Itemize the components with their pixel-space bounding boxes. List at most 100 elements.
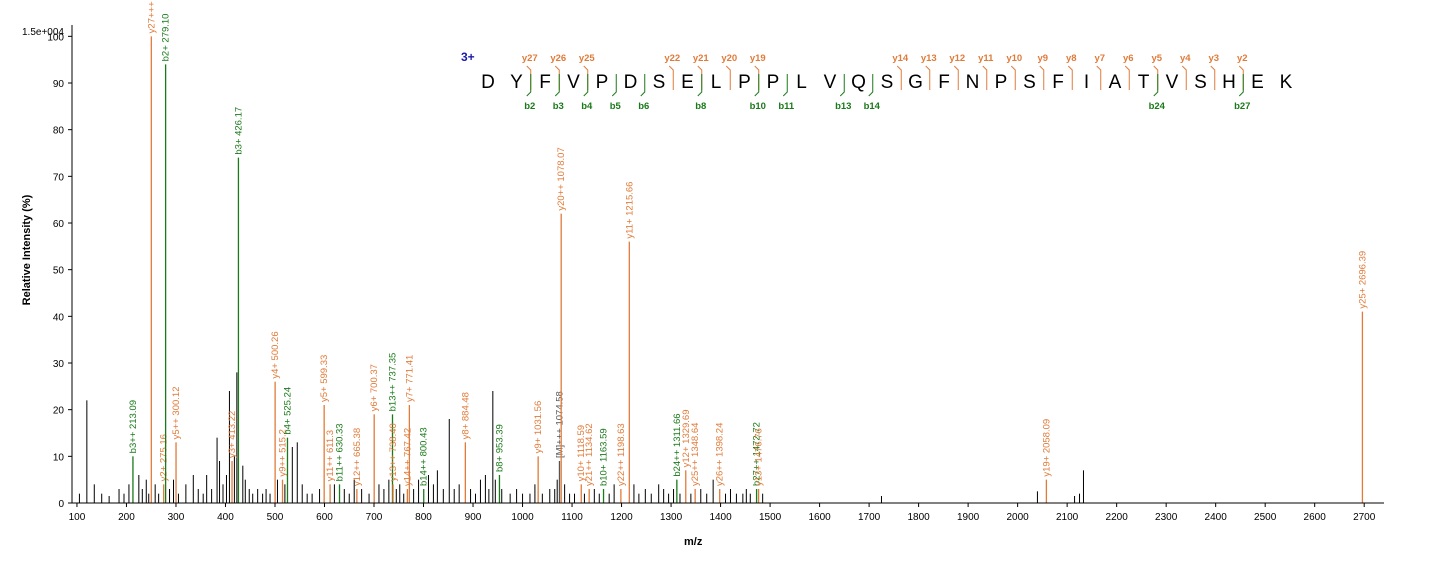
residue: S (1023, 72, 1036, 93)
residue: Y (510, 72, 523, 93)
y-ion-bracket (1181, 65, 1187, 90)
residue: I (1084, 72, 1089, 93)
residue: P (767, 72, 780, 93)
peak-label: y11+ 1215.66 (624, 182, 635, 239)
peak-label: b14++ 800.43 (419, 427, 430, 486)
peak-label: y5+ 599.33 (319, 355, 330, 402)
residue: S (881, 72, 894, 93)
residue: A (1109, 72, 1122, 93)
y-ion-bracket (668, 65, 674, 90)
b-ion-label: b5 (610, 101, 622, 112)
y-tick-label: 80 (53, 126, 65, 137)
residue: V (567, 72, 580, 93)
scale-label: 1.5e+004 (22, 27, 64, 38)
peak-label: y6+ 700.37 (369, 364, 380, 411)
x-tick-label: 700 (366, 512, 383, 523)
y-ion-bracket (925, 65, 931, 90)
peak-label: y12+ 1329.69 (681, 409, 692, 467)
x-axis-title: m/z (684, 536, 703, 548)
peak-label: y20++ 1078.07 (556, 147, 567, 210)
x-tick-label: 1400 (709, 512, 732, 523)
x-tick-label: 1300 (660, 512, 683, 523)
y-ion-bracket (953, 65, 959, 90)
b-ion-bracket (526, 74, 532, 97)
b-ion-label: b11 (778, 101, 795, 112)
x-tick-label: 300 (168, 512, 185, 523)
y-tick-label: 100 (47, 32, 64, 43)
y-ion-bracket (1238, 65, 1244, 90)
residue: D (481, 72, 495, 93)
peak-label: b10+ 1163.59 (599, 428, 610, 486)
y-ion-label: y9 (1037, 53, 1048, 64)
y-ion-label: y8 (1066, 53, 1077, 64)
y-tick-label: 20 (53, 406, 65, 417)
y-ion-label: y27 (522, 53, 538, 64)
residue: E (1251, 72, 1264, 93)
peak-label: b4+ 525.24 (282, 387, 293, 435)
y-ion-bracket (754, 65, 760, 90)
residue: F (1052, 72, 1064, 93)
y-ion-label: y12 (949, 53, 965, 64)
y-ion-bracket (725, 65, 731, 90)
y-axis-title: Relative Intensity (%) (21, 194, 33, 305)
y-ion-label: y7 (1094, 53, 1105, 64)
y-ion-label: y13 (921, 53, 937, 64)
y-ion-bracket (1153, 65, 1159, 90)
y-ion-label: y25 (579, 53, 596, 64)
x-tick-label: 1100 (561, 512, 583, 523)
y-tick-label: 70 (53, 172, 65, 183)
residue: L (711, 72, 722, 93)
b-ion-label: b6 (638, 101, 649, 112)
peak-label: b11++ 630.33 (335, 423, 346, 481)
y-ion-bracket (697, 65, 703, 90)
x-tick-label: 2600 (1304, 512, 1327, 523)
x-tick-label: 1000 (511, 512, 534, 523)
y-ion-bracket (896, 65, 902, 90)
residue: S (1194, 72, 1207, 93)
y-ion-label: y3 (1208, 53, 1219, 64)
x-tick-label: 900 (465, 512, 482, 523)
b-ion-label: b2 (524, 101, 535, 112)
x-tick-label: 100 (69, 512, 86, 523)
peak-label: y11++ 611.3 (325, 430, 336, 481)
x-tick-label: 500 (267, 512, 284, 523)
peak-label: y9+ 1031.56 (533, 401, 544, 454)
peak-label: y25++ 1348.64 (690, 423, 701, 486)
peak-label: b13++ 737.35 (387, 353, 398, 412)
peak-label: y14++ 767.42 (402, 428, 413, 486)
residue: V (1166, 72, 1179, 93)
y-ion-bracket (1210, 65, 1216, 90)
b-ion-bracket (554, 74, 560, 97)
x-tick-label: 1200 (610, 512, 633, 523)
y-ion-label: y19 (750, 53, 766, 64)
peak-label: y13+ 1476.76 (754, 428, 765, 486)
y-ion-label: y14 (892, 53, 909, 64)
x-tick-label: 1700 (858, 512, 881, 523)
y-tick-label: 30 (53, 359, 65, 370)
b-ion-label: b27 (1234, 101, 1250, 112)
residue: G (908, 72, 923, 93)
x-tick-label: 800 (415, 512, 432, 523)
b-ion-label: b10 (750, 101, 766, 112)
peak-label: y10+ 1118.59 (576, 425, 587, 481)
plot-area: b3++ 213.09 y27+++ 250.2 y2+ 275.16 b2+ 279… (78, 0, 1368, 503)
x-tick-label: 1900 (957, 512, 980, 523)
y-tick-label: 60 (53, 219, 65, 230)
x-tick-label: 2400 (1205, 512, 1228, 523)
x-ticks: 100 200 300 400 500 600 700 800 900 1000 1100 1200 1… (69, 503, 1376, 523)
peak-label: y22++ 1198.63 (616, 423, 627, 486)
y-ion-label: y20 (721, 53, 737, 64)
residue: P (738, 72, 751, 93)
y-tick-label: 0 (58, 499, 64, 510)
peak-label: y8+ 884.48 (460, 392, 471, 439)
peak-label: b3+ 426.17 (233, 107, 244, 155)
residue: E (681, 72, 694, 93)
y-ion-label: y10 (1006, 53, 1022, 64)
x-tick-label: 2200 (1106, 512, 1129, 523)
y-ion-label: y11 (978, 53, 994, 64)
b-ion-bracket (611, 74, 617, 97)
b-ion-label: b3 (553, 101, 564, 112)
peak-label: b27++ 1472.72 (752, 422, 763, 486)
y-ion-bracket (1039, 65, 1045, 90)
